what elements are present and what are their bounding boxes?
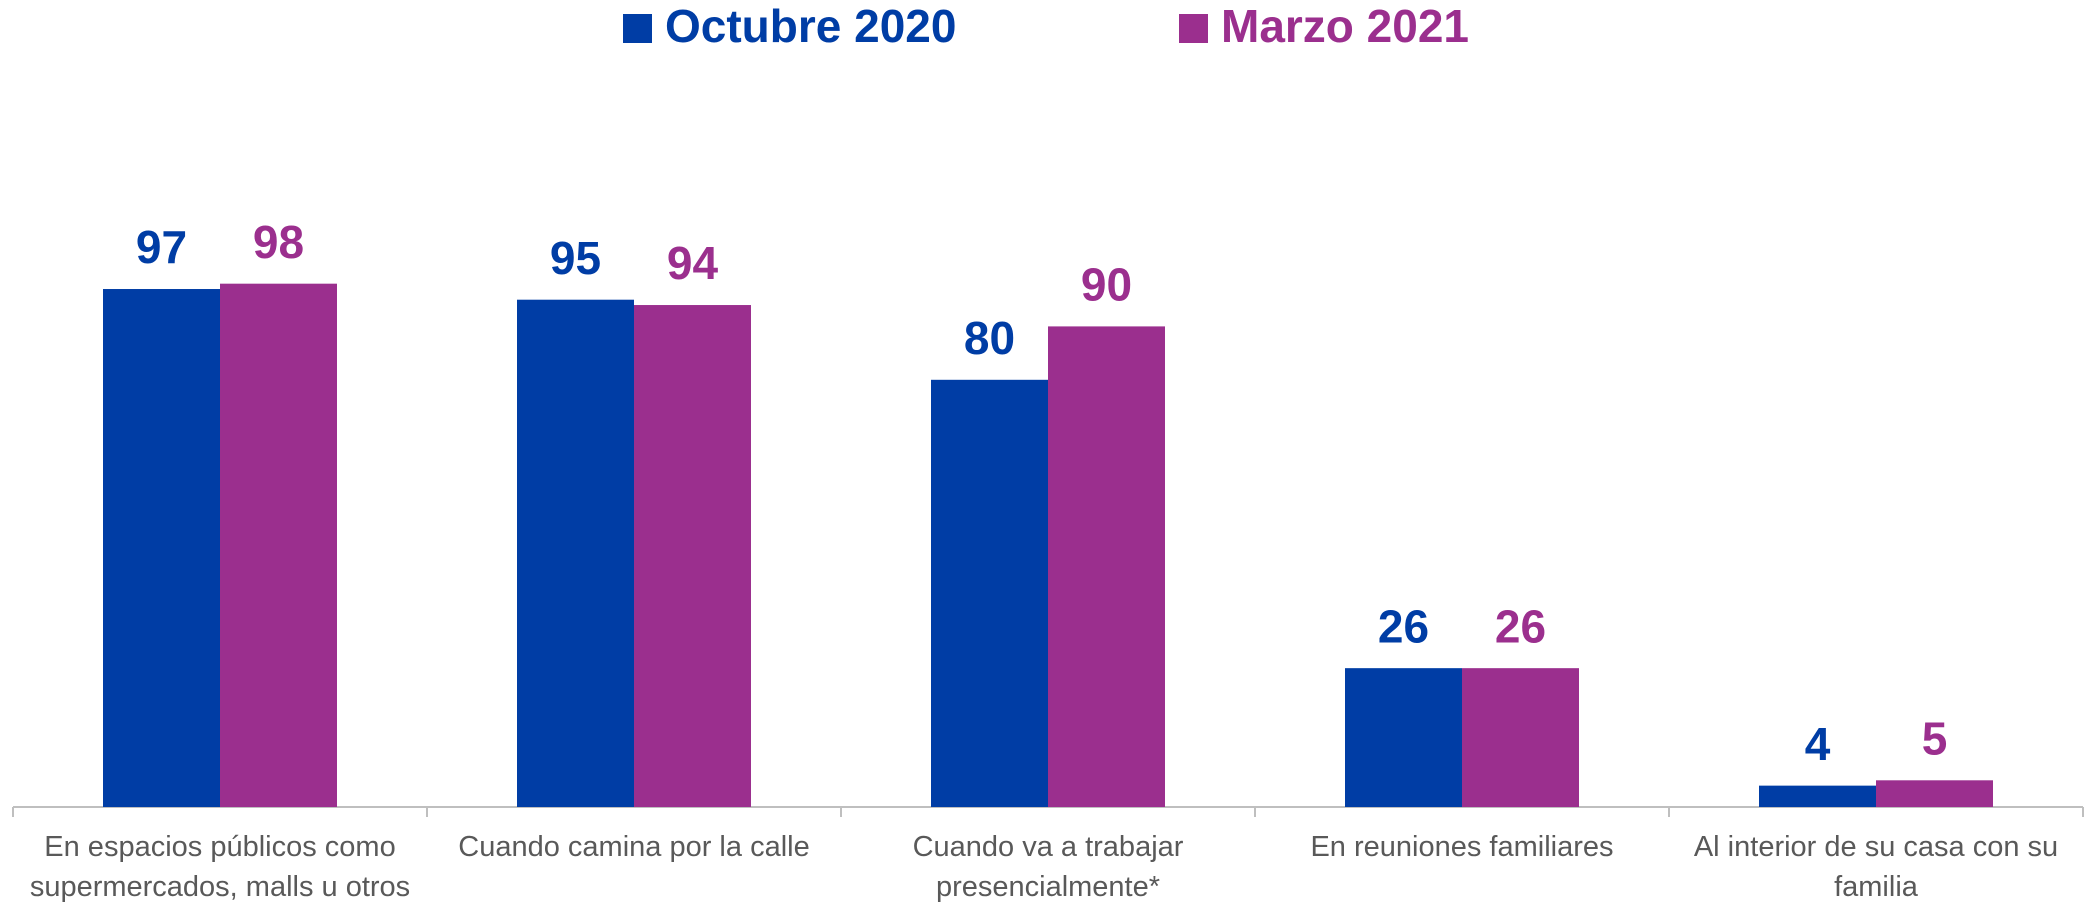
value-label: 4 — [1805, 718, 1831, 770]
legend-swatch — [1179, 14, 1208, 43]
x-tick-label-line: En reuniones familiares — [1310, 831, 1613, 863]
x-tick-label: En reuniones familiares — [1310, 831, 1613, 863]
x-tick-label: Cuando camina por la calle — [458, 831, 809, 863]
legend-label: Marzo 2021 — [1221, 0, 1469, 52]
value-label: 26 — [1495, 600, 1546, 652]
bar — [1048, 326, 1165, 807]
x-tick-label: Cuando va a trabajar presencialmente* — [913, 831, 1184, 903]
bar — [634, 305, 751, 807]
value-label: 98 — [253, 216, 304, 268]
x-tick-label-line: Cuando camina por la calle — [458, 831, 809, 863]
bar — [517, 299, 634, 807]
bar — [1876, 780, 1993, 807]
bar — [220, 283, 337, 807]
bar — [1462, 668, 1579, 807]
x-tick-label-line: familia — [1834, 871, 1919, 903]
legend-label: Octubre 2020 — [665, 0, 956, 52]
x-tick-label-line: Al interior de su casa con su — [1694, 831, 2058, 863]
x-tick-label-line: En espacios públicos como — [44, 831, 395, 863]
value-label: 94 — [667, 237, 719, 289]
value-label: 97 — [136, 221, 187, 273]
x-tick-label: Al interior de su casa con su familia — [1694, 831, 2058, 903]
x-tick-label-line: supermercados, malls u otros — [30, 871, 410, 903]
value-label: 5 — [1922, 712, 1948, 764]
value-label: 95 — [550, 232, 601, 284]
bar — [1759, 785, 1876, 807]
bar — [103, 289, 220, 807]
x-tick-label: En espacios públicos como supermercados, … — [30, 831, 410, 903]
value-label: 90 — [1081, 259, 1132, 311]
value-label: 80 — [964, 312, 1015, 364]
value-label: 26 — [1378, 600, 1429, 652]
x-tick-label-line: Cuando va a trabajar — [913, 831, 1184, 863]
bar — [1345, 668, 1462, 807]
legend-swatch — [623, 14, 652, 43]
x-tick-label-line: presencialmente* — [936, 871, 1160, 903]
bar — [931, 379, 1048, 807]
